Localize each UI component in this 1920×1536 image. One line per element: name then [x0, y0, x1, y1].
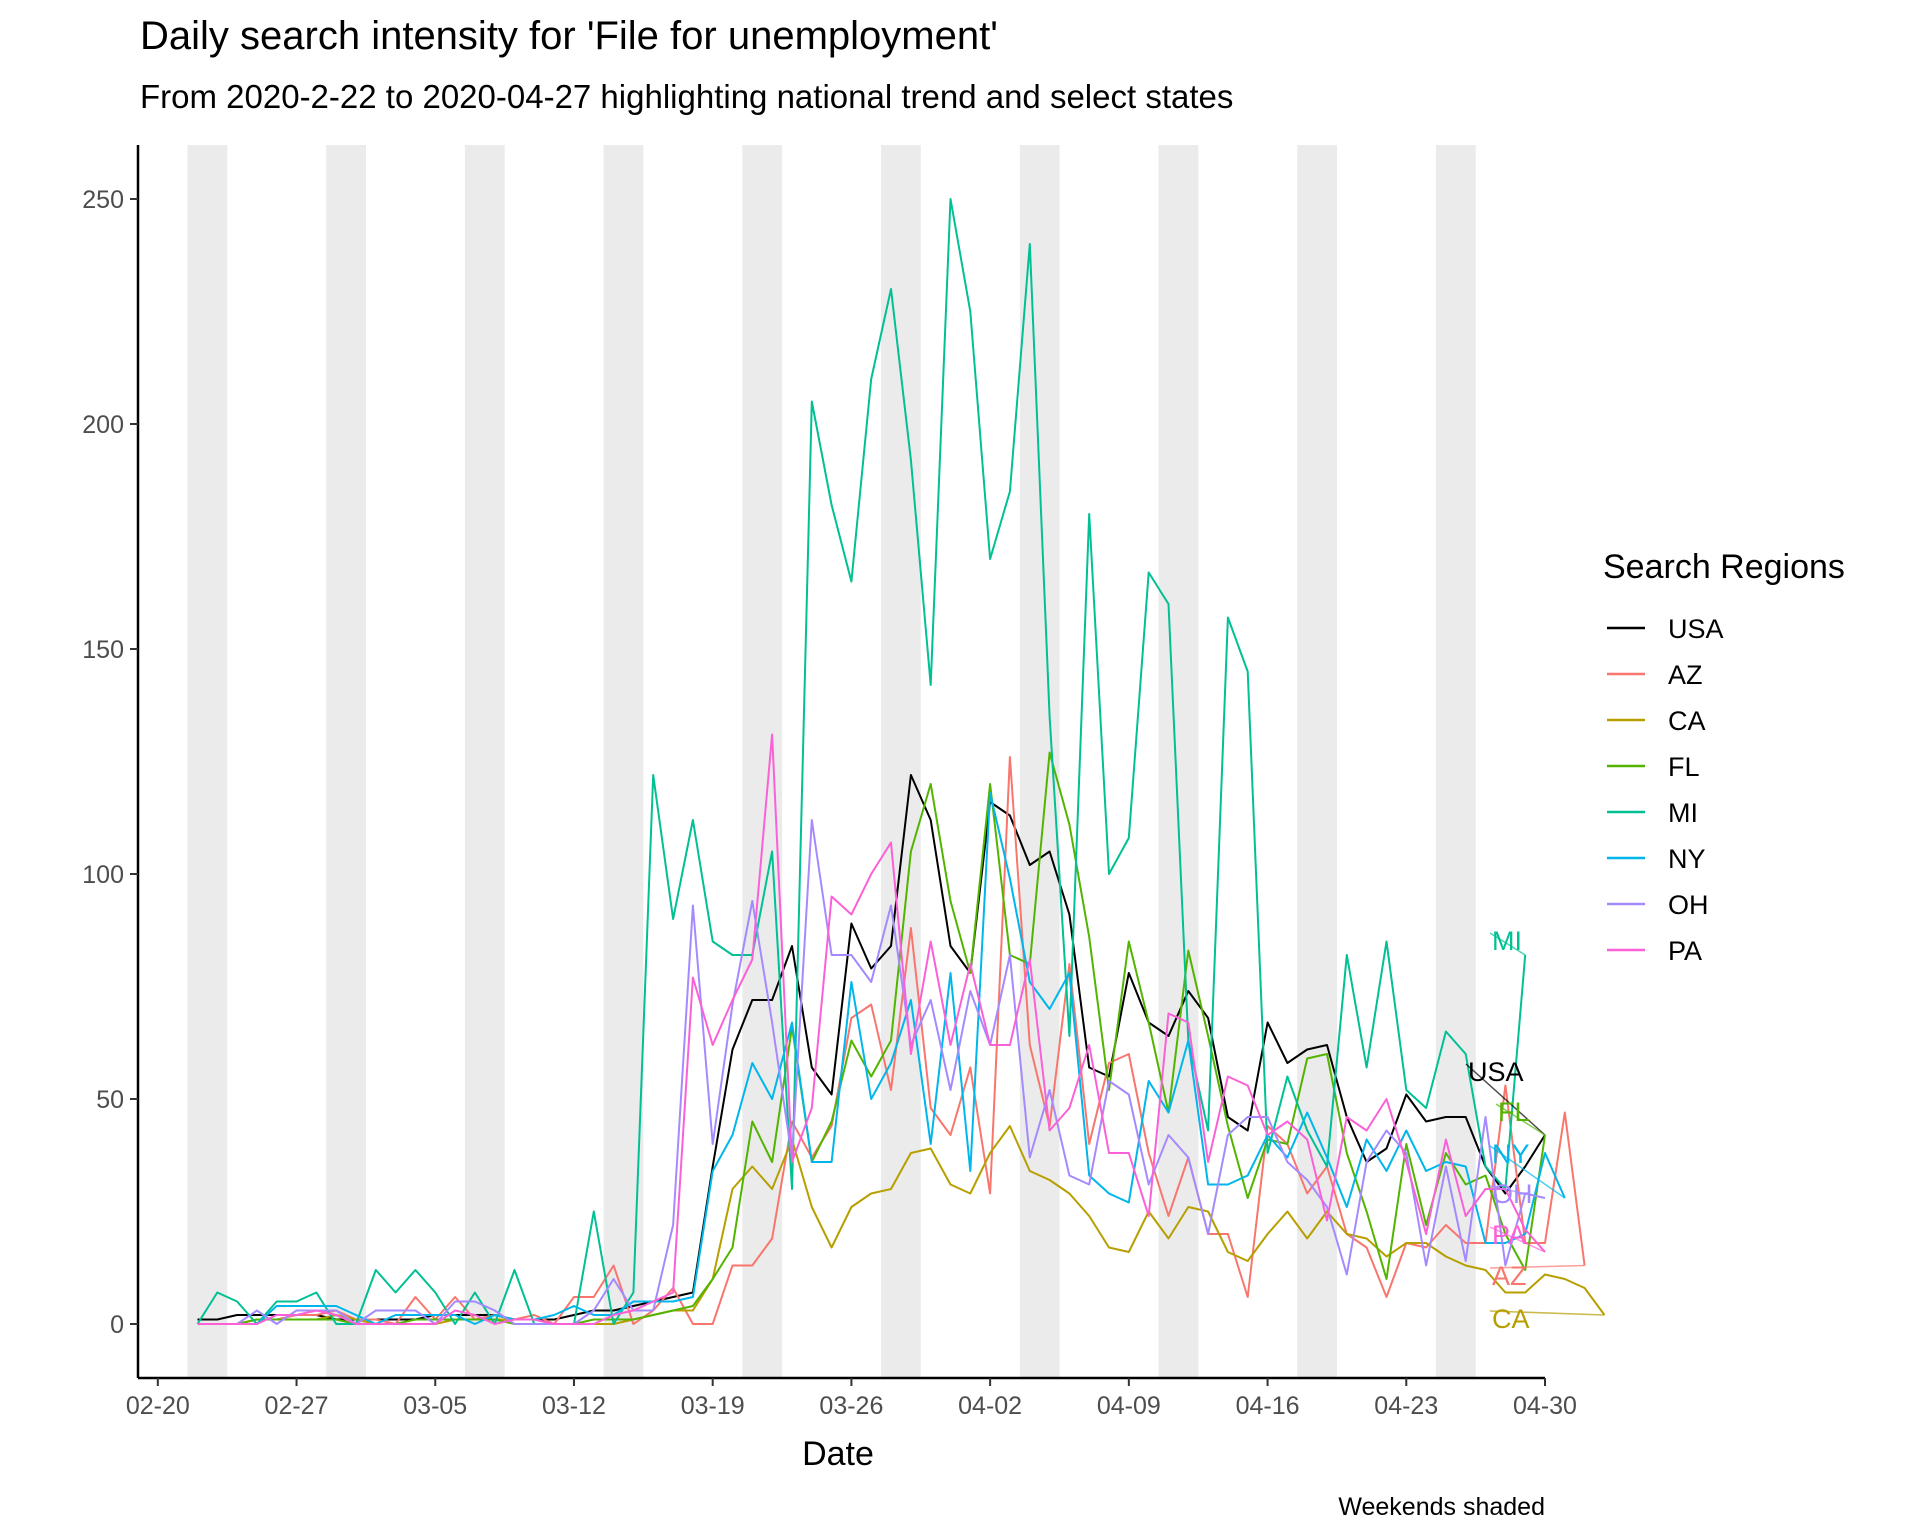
- legend-label: AZ: [1668, 660, 1703, 690]
- weekend-band: [1019, 145, 1060, 1378]
- end-label-ny: NY: [1492, 1139, 1530, 1169]
- series-line-pa: [197, 733, 1546, 1325]
- legend-item-fl: FL: [1607, 752, 1700, 782]
- legend-label: NY: [1668, 844, 1706, 874]
- x-tick-label: 04-02: [958, 1392, 1022, 1420]
- legend-label: MI: [1668, 798, 1698, 828]
- y-tick-label: 100: [82, 861, 124, 889]
- chart-subtitle: From 2020-2-22 to 2020-04-27 highlightin…: [140, 78, 1234, 115]
- end-label-leader-pa: [1489, 1226, 1546, 1253]
- x-tick-label: 04-30: [1513, 1392, 1577, 1420]
- series-line-oh: [197, 819, 1546, 1325]
- legend-item-mi: MI: [1607, 798, 1698, 828]
- x-tick-label: 03-19: [681, 1392, 745, 1420]
- series-line-usa: [197, 774, 1546, 1321]
- legend-item-az: AZ: [1607, 660, 1703, 690]
- y-tick-label: 200: [82, 411, 124, 439]
- legend: Search Regions USA AZ CA FL MI NY OH PA: [1603, 548, 1845, 966]
- x-tick-label: 03-05: [403, 1392, 467, 1420]
- end-label-leader-fl: [1495, 1103, 1546, 1136]
- legend-title: Search Regions: [1603, 548, 1845, 586]
- legend-item-oh: OH: [1607, 890, 1709, 920]
- chart-caption: Weekends shaded: [1338, 1493, 1545, 1521]
- end-label-az: AZ: [1492, 1261, 1527, 1291]
- series-line-ny: [197, 792, 1566, 1325]
- series-lines: [196, 198, 1606, 1325]
- legend-label: PA: [1668, 936, 1702, 966]
- weekend-band: [881, 145, 921, 1378]
- x-tick-label: 02-20: [126, 1392, 190, 1420]
- weekend-band: [1158, 145, 1199, 1378]
- end-label-fl: FL: [1498, 1097, 1530, 1127]
- y-tick-label: 250: [82, 186, 124, 214]
- y-tick-label: 150: [82, 636, 124, 664]
- x-tick-label: 02-27: [265, 1392, 329, 1420]
- weekend-band: [742, 145, 783, 1378]
- legend-label: USA: [1668, 614, 1724, 644]
- x-tick-label: 03-26: [819, 1392, 883, 1420]
- end-label-pa: PA: [1492, 1220, 1526, 1250]
- end-label-leader-az: [1489, 1264, 1585, 1269]
- end-label-leader-ca: [1489, 1310, 1605, 1316]
- weekend-shading: [187, 145, 1476, 1378]
- legend-label: FL: [1668, 752, 1700, 782]
- weekend-band: [464, 145, 505, 1378]
- end-label-usa: USA: [1468, 1057, 1524, 1087]
- end-label-leader-oh: [1489, 1185, 1546, 1199]
- axes: 0 50 100 150 200 250 02-20 02-27 03-05 03-12 03-19…: [82, 145, 1577, 1420]
- legend-item-pa: PA: [1607, 936, 1702, 966]
- legend-item-ny: NY: [1607, 844, 1706, 874]
- series-line-fl: [197, 751, 1546, 1325]
- x-tick-label: 04-16: [1236, 1392, 1300, 1420]
- legend-label: CA: [1668, 706, 1706, 736]
- x-axis-title: Date: [802, 1435, 874, 1473]
- weekend-band: [603, 145, 644, 1378]
- end-label-mi: MI: [1492, 926, 1522, 956]
- end-label-ca: CA: [1492, 1304, 1530, 1334]
- x-tick-label: 04-23: [1374, 1392, 1438, 1420]
- chart-title: Daily search intensity for 'File for une…: [140, 14, 998, 58]
- end-label-leader-mi: [1489, 932, 1526, 956]
- y-tick-label: 0: [110, 1311, 124, 1339]
- x-tick-label: 04-09: [1097, 1392, 1161, 1420]
- weekend-band: [187, 145, 228, 1378]
- end-label-leader-usa: [1465, 1063, 1546, 1136]
- weekend-band: [326, 145, 366, 1378]
- weekend-band: [1435, 145, 1476, 1378]
- legend-label: OH: [1668, 890, 1709, 920]
- legend-item-ca: CA: [1607, 706, 1706, 736]
- y-tick-label: 50: [96, 1086, 124, 1114]
- end-label-leader-ny: [1489, 1145, 1566, 1199]
- weekend-band: [1297, 145, 1337, 1378]
- end-label-oh: OH: [1492, 1179, 1533, 1209]
- legend-item-usa: USA: [1607, 614, 1724, 644]
- x-tick-label: 03-12: [542, 1392, 606, 1420]
- end-labels: MI USA FL NY OH PA AZ CA: [1465, 926, 1605, 1334]
